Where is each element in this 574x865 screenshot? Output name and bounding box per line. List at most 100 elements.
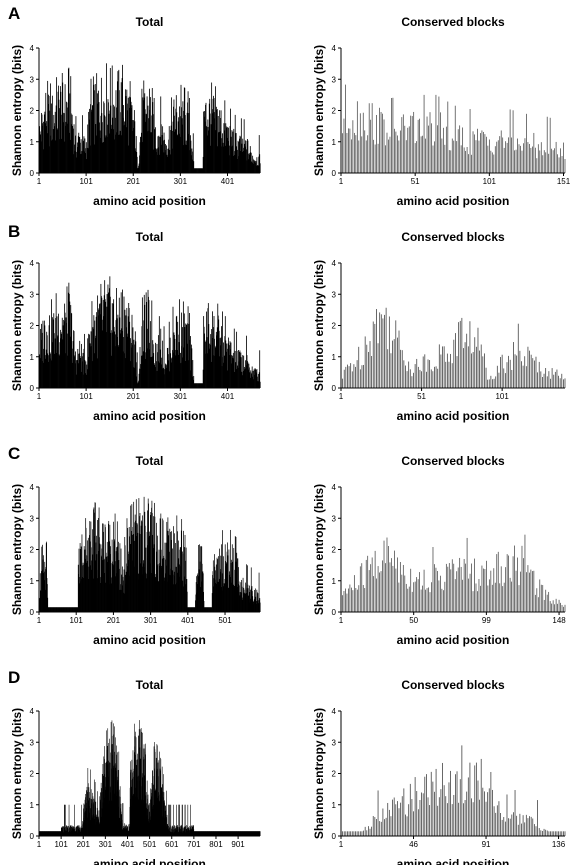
bar xyxy=(543,373,545,388)
x-tick-label: 51 xyxy=(411,177,420,186)
bar xyxy=(216,557,218,612)
bar xyxy=(245,365,247,388)
bar xyxy=(142,574,144,612)
bar xyxy=(103,295,105,388)
bar xyxy=(169,371,171,388)
bar xyxy=(451,804,453,836)
bar xyxy=(48,94,50,173)
bar xyxy=(481,130,483,173)
bar xyxy=(144,566,145,612)
bar xyxy=(186,112,188,173)
x-tick-label: 1 xyxy=(339,840,344,849)
y-axis-label: Shannon entropy (bits) xyxy=(10,484,24,615)
bar xyxy=(121,78,123,173)
bar xyxy=(195,168,197,173)
bar xyxy=(104,299,106,388)
bar xyxy=(520,145,521,173)
bar xyxy=(207,607,209,612)
bar xyxy=(224,583,225,612)
bar xyxy=(118,589,120,612)
bar xyxy=(183,530,184,612)
bar xyxy=(353,132,355,173)
bar xyxy=(451,138,453,173)
bar xyxy=(468,154,469,173)
bar xyxy=(88,119,90,173)
bar xyxy=(92,792,93,836)
bar xyxy=(247,588,249,612)
bar xyxy=(139,155,140,173)
bar xyxy=(100,115,102,173)
bar xyxy=(43,348,45,388)
bar xyxy=(246,355,248,388)
bar xyxy=(64,84,66,173)
bar xyxy=(180,84,182,173)
bar xyxy=(202,571,204,612)
bar xyxy=(59,329,61,388)
y-tick-label: 3 xyxy=(332,290,337,299)
bar xyxy=(525,366,527,388)
bar xyxy=(206,127,208,173)
bar xyxy=(223,586,225,612)
bar xyxy=(60,138,62,173)
bar xyxy=(114,513,116,612)
bar xyxy=(74,607,75,612)
y-tick-label: 4 xyxy=(332,259,337,268)
bar xyxy=(89,535,90,612)
bar xyxy=(177,321,179,388)
bar xyxy=(98,90,99,173)
y-tick-label: 0 xyxy=(30,608,35,617)
bar xyxy=(176,804,177,836)
bar xyxy=(138,579,139,612)
bar xyxy=(386,537,388,612)
bar xyxy=(490,150,492,173)
bar xyxy=(209,98,211,173)
bar xyxy=(237,367,239,388)
bar xyxy=(527,142,529,173)
bar xyxy=(173,332,175,388)
bar xyxy=(234,155,236,173)
bar xyxy=(154,364,156,388)
bar xyxy=(47,361,49,388)
bar xyxy=(435,567,437,612)
bar xyxy=(40,328,41,388)
bar xyxy=(429,112,431,173)
bar xyxy=(453,563,455,612)
bar xyxy=(459,779,461,836)
bar xyxy=(533,132,535,173)
bar xyxy=(427,359,429,388)
bar xyxy=(123,569,125,612)
bar xyxy=(240,136,242,173)
bar xyxy=(342,595,343,612)
bar xyxy=(129,543,131,612)
bar xyxy=(153,149,155,173)
bar xyxy=(523,558,524,612)
bar xyxy=(125,315,127,388)
bar xyxy=(75,607,77,612)
bar xyxy=(65,607,67,612)
bar xyxy=(86,147,88,173)
bar xyxy=(421,371,422,388)
bar xyxy=(545,829,547,836)
bar xyxy=(254,588,256,612)
bar xyxy=(80,546,82,612)
bar xyxy=(500,130,502,173)
bar xyxy=(117,134,119,173)
bar xyxy=(103,559,105,612)
bar xyxy=(61,114,63,173)
bar xyxy=(250,152,252,173)
bar xyxy=(135,148,137,173)
bar xyxy=(146,348,148,388)
bar xyxy=(556,831,558,836)
bar xyxy=(483,131,484,173)
bar xyxy=(243,355,245,388)
bar xyxy=(459,557,461,612)
bar xyxy=(93,353,95,388)
bar xyxy=(54,607,56,612)
bar xyxy=(72,607,74,612)
bar xyxy=(67,333,68,388)
bar xyxy=(182,124,183,173)
bar xyxy=(111,128,113,173)
bar xyxy=(141,731,142,836)
bar xyxy=(463,803,464,836)
bar xyxy=(453,794,455,836)
